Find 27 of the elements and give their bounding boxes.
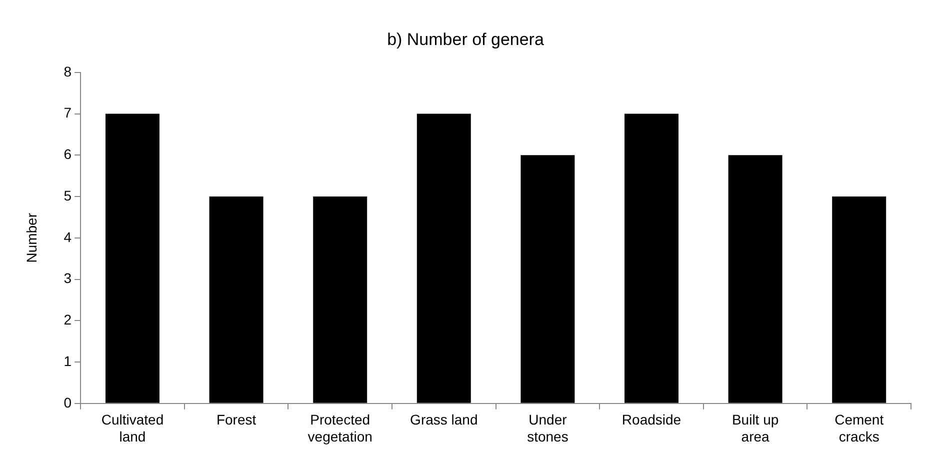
bar bbox=[106, 114, 160, 403]
bar bbox=[416, 114, 471, 403]
bar bbox=[728, 155, 782, 403]
x-tick-label: Cultivated land bbox=[101, 412, 164, 444]
x-tick-label: Under stones bbox=[527, 412, 568, 444]
x-tick-label: Built up area bbox=[732, 412, 779, 444]
y-tick-label: 5 bbox=[64, 187, 72, 204]
y-tick-label: 0 bbox=[64, 394, 72, 410]
y-tick-label: 8 bbox=[64, 63, 72, 80]
bar bbox=[520, 155, 575, 403]
x-tick-label: Cement cracks bbox=[834, 412, 884, 444]
bar bbox=[209, 196, 264, 403]
x-tick-label: Protected vegetation bbox=[308, 412, 372, 444]
y-tick-label: 7 bbox=[64, 104, 72, 121]
y-tick-label: 1 bbox=[64, 352, 72, 369]
x-tick-label: Grass land bbox=[410, 412, 478, 428]
y-tick-label: 6 bbox=[64, 146, 72, 162]
bar bbox=[832, 196, 886, 403]
x-tick-label: Roadside bbox=[622, 412, 682, 428]
bar bbox=[624, 114, 678, 403]
chart-title: b) Number of genera bbox=[387, 30, 544, 49]
y-tick-label: 2 bbox=[64, 312, 72, 328]
bar bbox=[313, 196, 368, 403]
y-tick-label: 3 bbox=[64, 270, 72, 286]
y-tick-label: 4 bbox=[64, 228, 72, 245]
x-tick-label: Forest bbox=[216, 412, 256, 428]
y-axis-title: Number bbox=[23, 212, 40, 263]
